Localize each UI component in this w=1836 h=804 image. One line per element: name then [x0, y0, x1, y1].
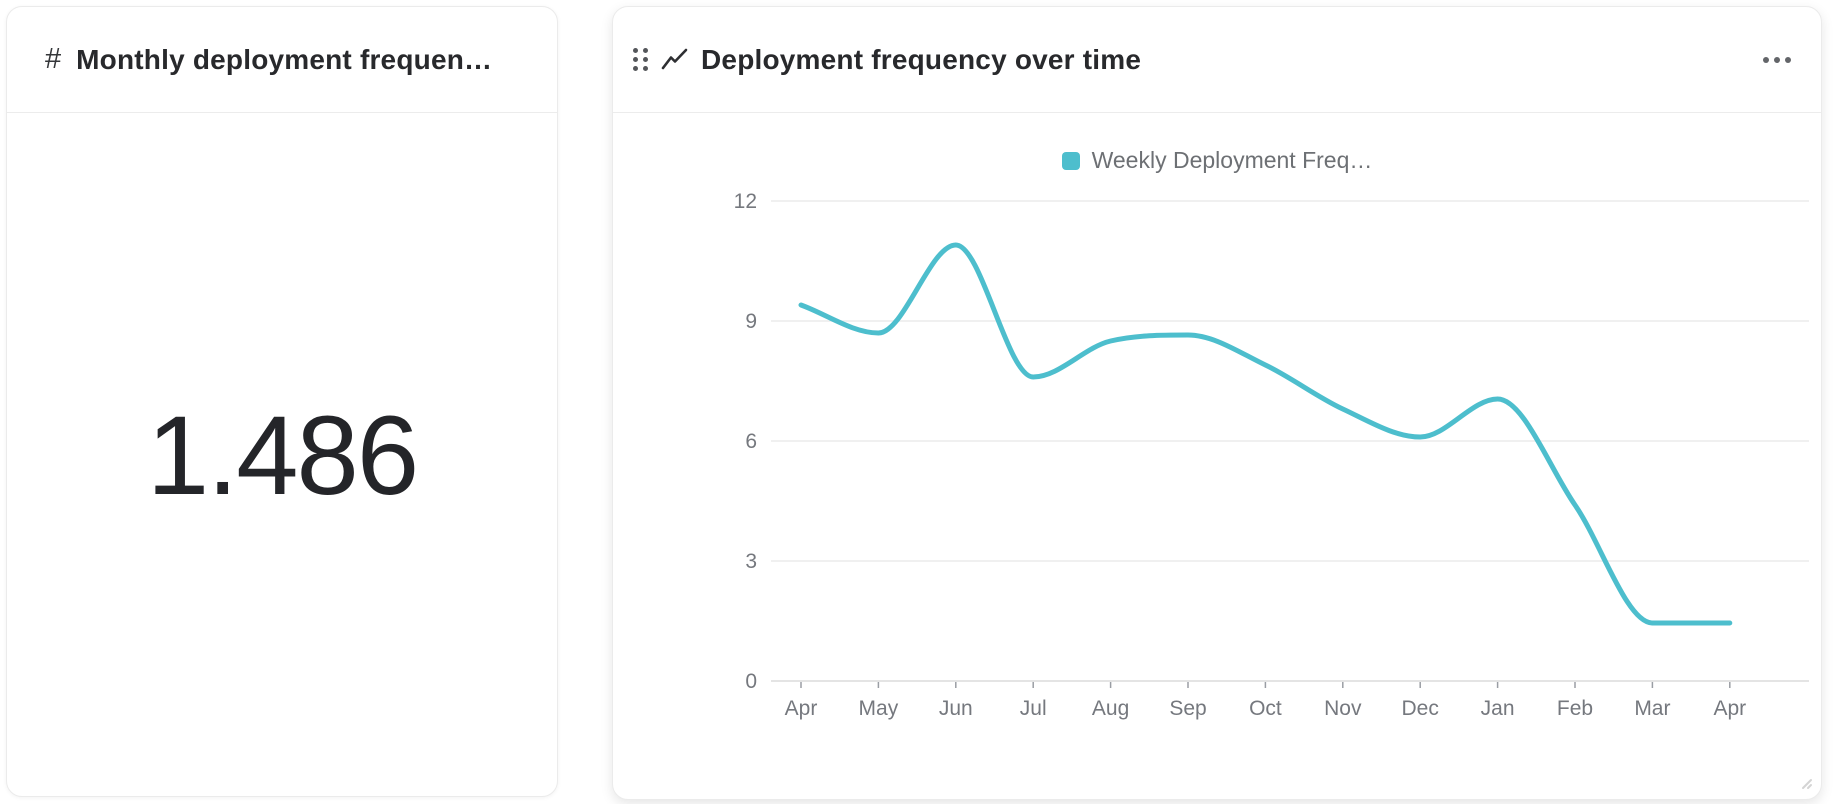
svg-text:Dec: Dec	[1402, 697, 1439, 720]
svg-text:Nov: Nov	[1324, 697, 1362, 720]
metric-value: 1.486	[146, 392, 419, 518]
svg-text:12: 12	[734, 190, 757, 213]
drag-handle-icon[interactable]	[633, 48, 648, 71]
svg-text:Aug: Aug	[1092, 697, 1129, 720]
svg-text:6: 6	[745, 430, 757, 453]
svg-text:3: 3	[745, 550, 757, 573]
chart-card-title: Deployment frequency over time	[701, 43, 1142, 75]
scalar-card[interactable]: # Monthly deployment frequen… 1.486	[6, 6, 558, 797]
number-icon: #	[45, 43, 62, 75]
svg-text:May: May	[859, 697, 899, 720]
svg-text:Apr: Apr	[1713, 697, 1746, 720]
svg-text:9: 9	[745, 310, 757, 333]
line-chart[interactable]: 0 3 6 9 12 Apr May Jun Jul Aug Sep Oct Nov Dec Jan Feb M…	[613, 113, 1821, 800]
svg-text:0: 0	[745, 670, 757, 693]
svg-text:Jun: Jun	[939, 697, 973, 720]
svg-text:Jul: Jul	[1020, 697, 1047, 720]
chart-card-header: Deployment frequency over time	[613, 7, 1821, 113]
svg-text:Jan: Jan	[1481, 697, 1515, 720]
line-chart-icon	[661, 47, 688, 72]
svg-text:Mar: Mar	[1634, 697, 1670, 720]
scalar-card-body: 1.486	[7, 113, 557, 797]
svg-text:Apr: Apr	[785, 697, 818, 720]
svg-text:Sep: Sep	[1169, 697, 1206, 720]
svg-text:Feb: Feb	[1557, 697, 1593, 720]
chart-card-body: Weekly Deployment Freq… 0 3 6 9 12 Apr May Jun J…	[613, 113, 1821, 800]
scalar-card-title: Monthly deployment frequen…	[76, 43, 493, 75]
svg-text:Oct: Oct	[1249, 697, 1282, 720]
ellipsis-icon	[1763, 56, 1769, 63]
line-chart-card[interactable]: Deployment frequency over time Weekly De…	[612, 6, 1822, 800]
resize-handle-icon[interactable]	[1797, 774, 1813, 790]
more-menu-button[interactable]	[1759, 49, 1795, 71]
scalar-card-header: # Monthly deployment frequen…	[7, 7, 557, 113]
